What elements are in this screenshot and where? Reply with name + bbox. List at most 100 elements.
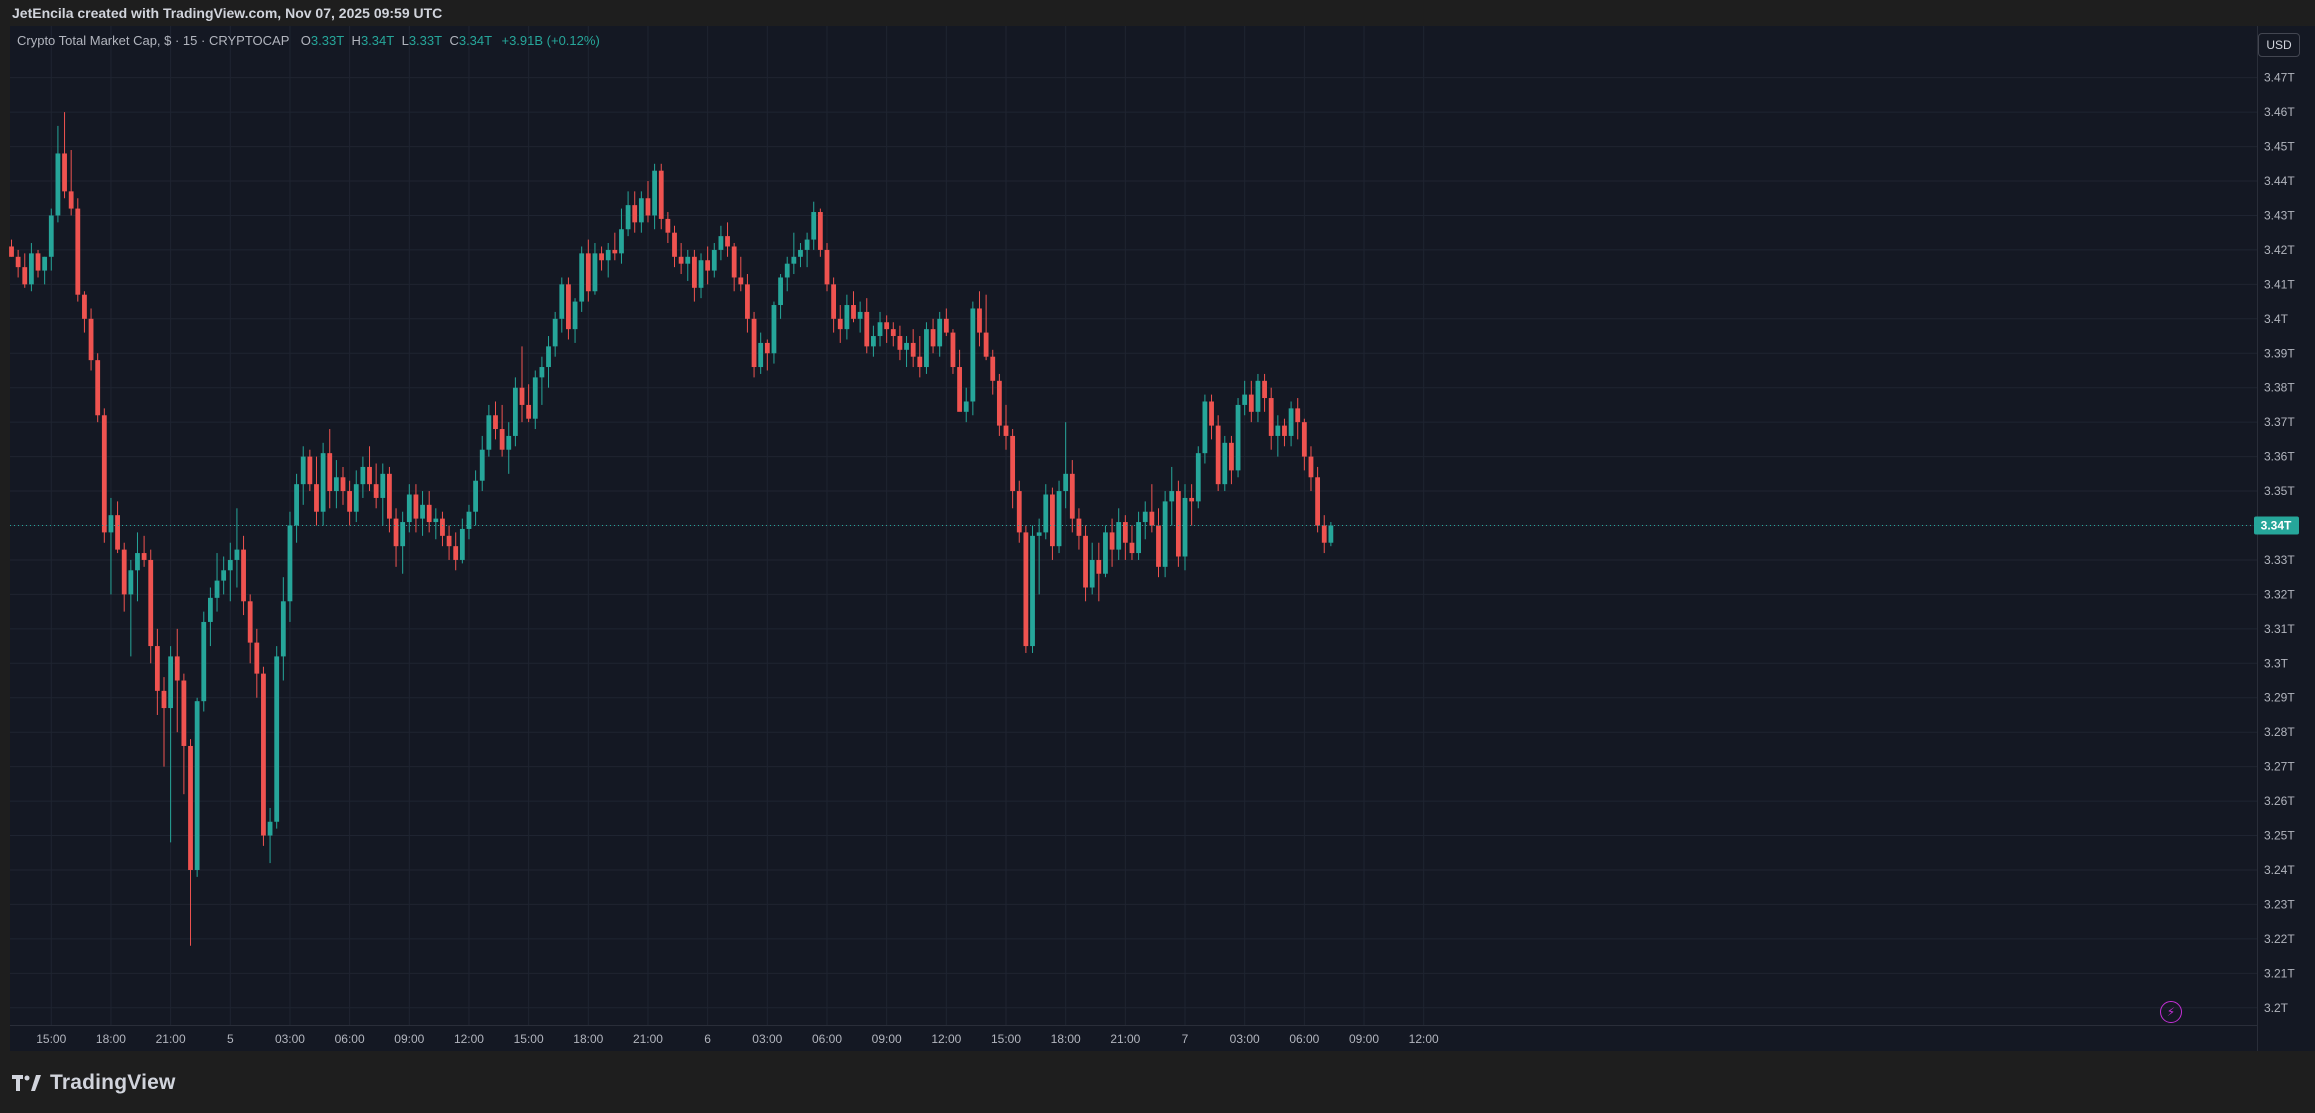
candle-body — [665, 218, 671, 233]
candle-body — [333, 477, 339, 492]
price-axis[interactable] — [2257, 26, 2315, 1051]
candle-body — [884, 322, 890, 330]
candle-body — [937, 318, 943, 347]
candle-body — [327, 453, 333, 492]
candle-body — [15, 256, 21, 268]
legend-symbol[interactable]: Crypto Total Market Cap, $ · 15 · CRYPTO… — [17, 33, 290, 48]
candle-body — [1142, 511, 1148, 523]
candle-body — [188, 745, 193, 870]
candle-body — [685, 256, 691, 264]
candle-body — [1129, 542, 1135, 554]
chart-area[interactable] — [10, 26, 2257, 1051]
candle-body — [22, 267, 28, 285]
candle-body — [1195, 453, 1201, 502]
candle-body — [1308, 456, 1314, 478]
candle-body — [1122, 522, 1128, 543]
legend-change: +3.91B (+0.12%) — [501, 33, 600, 48]
candle-body — [672, 232, 677, 257]
candle-body — [420, 504, 425, 519]
candle-body — [314, 484, 319, 512]
candle-body — [1189, 497, 1195, 502]
candle-body — [1209, 401, 1214, 426]
candle-body — [459, 528, 465, 560]
candle-body — [658, 170, 664, 219]
candle-body — [1242, 394, 1248, 405]
time-tick-label: 5 — [227, 1032, 234, 1046]
candle-body — [148, 559, 154, 647]
candle-body — [387, 473, 392, 519]
candle-body — [28, 253, 34, 285]
candle-body — [466, 511, 472, 529]
candle-body — [1215, 425, 1221, 485]
candle-body — [851, 305, 856, 319]
legend-low-value: 3.33T — [408, 33, 442, 48]
candle-body — [1069, 473, 1075, 519]
candle-body — [1255, 380, 1261, 412]
time-tick-label: 15:00 — [514, 1032, 544, 1046]
candle-body — [877, 322, 883, 337]
candle-body — [917, 356, 923, 368]
candle-body — [1156, 525, 1161, 567]
time-tick-label: 03:00 — [752, 1032, 782, 1046]
candle-body — [817, 212, 823, 250]
time-tick-label: 12:00 — [931, 1032, 961, 1046]
candle-body — [1149, 511, 1155, 526]
footer — [0, 1051, 2315, 1113]
candle-body — [1169, 491, 1175, 502]
candle-body — [546, 346, 551, 368]
candle-body — [718, 236, 724, 250]
time-tick-label: 09:00 — [1349, 1032, 1379, 1046]
candle-body — [705, 260, 711, 271]
candle-body — [128, 570, 134, 595]
candle-body — [745, 284, 750, 319]
candle-body — [857, 311, 863, 319]
candle-body — [353, 484, 359, 512]
time-tick-label: 06:00 — [335, 1032, 365, 1046]
candle-body — [864, 311, 870, 347]
candle-body — [68, 191, 74, 209]
candle-body — [1315, 477, 1321, 526]
grid-lines — [10, 26, 2257, 1025]
candle-body — [433, 518, 439, 523]
candle-body — [1116, 522, 1122, 550]
candle-body — [824, 249, 830, 285]
price-tick-label: 3.45T — [2264, 140, 2295, 154]
candle-body — [287, 525, 293, 602]
price-tick-label: 3.44T — [2264, 174, 2295, 188]
time-tick-label: 06:00 — [812, 1032, 842, 1046]
price-axis-ticks: 3.2T 3.21T 3.22T 3.23T 3.24T 3.25T 3.26T 3.27T 3… — [2264, 71, 2295, 1015]
candle-body — [227, 559, 233, 571]
price-tick-label: 3.31T — [2264, 622, 2295, 636]
candle-body — [194, 701, 200, 870]
legend-close-label: C — [449, 33, 459, 48]
candle-body — [201, 621, 207, 702]
currency-button[interactable]: USD — [2258, 33, 2300, 57]
candle-body — [115, 515, 120, 550]
candle-body — [154, 646, 160, 691]
candle-body — [970, 308, 976, 402]
last-price-line: 3.34T — [10, 516, 2299, 535]
price-tick-label: 3.39T — [2264, 346, 2295, 360]
candle-body — [811, 212, 817, 240]
candle-body — [479, 449, 485, 481]
time-axis[interactable] — [10, 1025, 2257, 1052]
candle-body — [1222, 442, 1228, 485]
price-tick-label: 3.32T — [2264, 587, 2295, 601]
candle-body — [214, 580, 220, 598]
candle-body — [751, 318, 757, 368]
candle-body — [784, 263, 790, 278]
candle-body — [254, 642, 260, 674]
brand[interactable]: TradingView — [12, 1069, 176, 1097]
candle-body — [725, 236, 730, 247]
candle-body — [612, 249, 618, 254]
candle-body — [592, 253, 598, 292]
candle-body — [181, 680, 187, 746]
candle-body — [506, 435, 512, 450]
candle-body — [48, 215, 54, 257]
lightning-icon[interactable]: ⚡ — [2160, 1001, 2182, 1023]
time-tick-label: 6 — [704, 1032, 711, 1046]
candle-body — [221, 570, 227, 581]
price-tick-label: 3.36T — [2264, 450, 2295, 464]
candle-body — [871, 336, 876, 347]
